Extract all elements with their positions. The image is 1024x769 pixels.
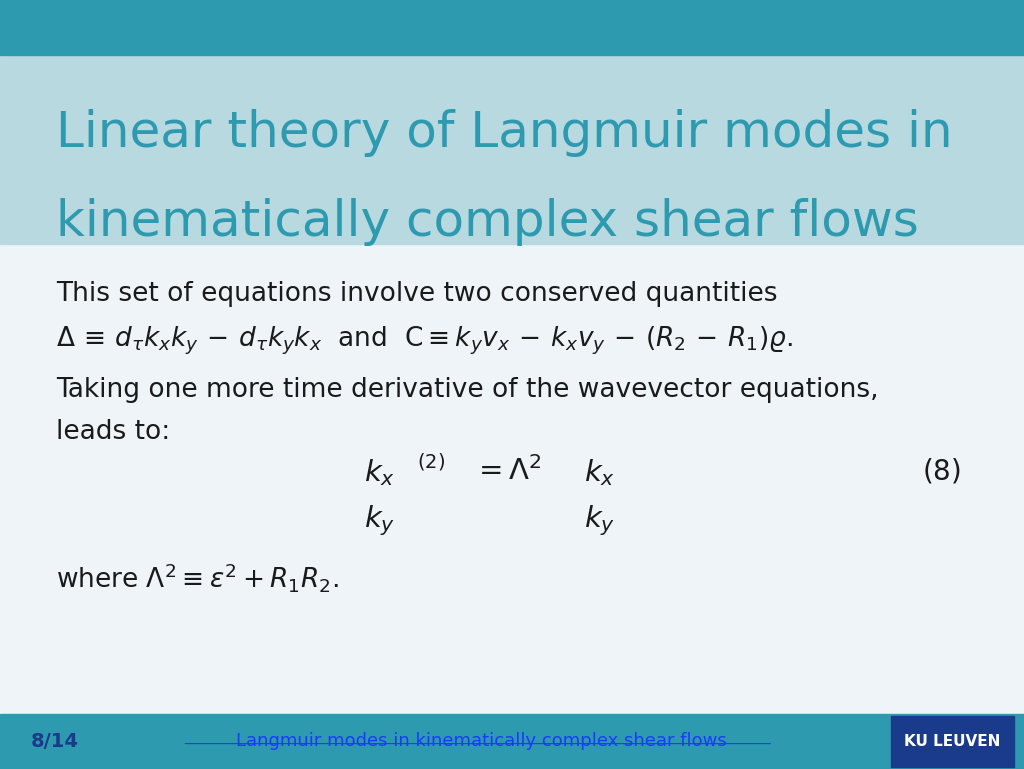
Text: $= \Lambda^2$: $= \Lambda^2$: [473, 457, 542, 486]
Text: $k_y$: $k_y$: [364, 504, 394, 538]
Bar: [0, 714, 1024, 769]
Text: Linear theory of Langmuir modes in: Linear theory of Langmuir modes in: [56, 109, 953, 157]
Text: kinematically complex shear flows: kinematically complex shear flows: [56, 198, 920, 245]
Text: $(2)$: $(2)$: [417, 451, 444, 472]
Bar: [0, 0, 1024, 55]
Text: leads to:: leads to:: [56, 419, 171, 445]
Text: where $\Lambda^2 \equiv \epsilon^2 + R_1 R_2.$: where $\Lambda^2 \equiv \epsilon^2 + R_1…: [56, 561, 339, 594]
Bar: [0, 55, 1024, 244]
Text: $k_x$: $k_x$: [584, 458, 614, 488]
Text: Taking one more time derivative of the wavevector equations,: Taking one more time derivative of the w…: [56, 377, 879, 403]
Text: $\Delta\,\equiv\,d_\tau k_x k_y\,-\,d_\tau k_y k_x$  and  $\mathrm{C} \equiv k_y: $\Delta\,\equiv\,d_\tau k_x k_y\,-\,d_\t…: [56, 325, 794, 357]
Text: Langmuir modes in kinematically complex shear flows: Langmuir modes in kinematically complex …: [236, 732, 727, 751]
Text: This set of equations involve two conserved quantities: This set of equations involve two conser…: [56, 281, 778, 307]
Bar: [891, 716, 1014, 767]
Text: 8/14: 8/14: [31, 732, 79, 751]
Text: $(8)$: $(8)$: [922, 457, 961, 486]
Text: KU LEUVEN: KU LEUVEN: [904, 734, 1000, 749]
Text: $k_y$: $k_y$: [584, 504, 614, 538]
Text: $k_x$: $k_x$: [364, 458, 394, 488]
